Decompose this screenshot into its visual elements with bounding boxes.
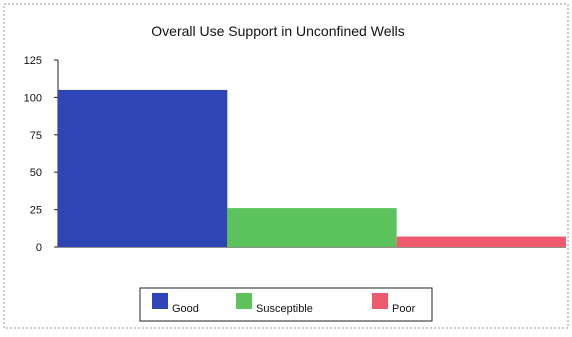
chart-title: Overall Use Support in Unconfined Wells bbox=[151, 23, 404, 39]
y-ticks: 0 25 50 75 100 125 bbox=[24, 55, 58, 254]
bar-good bbox=[58, 89, 228, 247]
y-tick-label: 25 bbox=[30, 205, 42, 217]
legend-label-susceptible: Susceptible bbox=[256, 303, 313, 315]
y-tick-label: 125 bbox=[24, 55, 42, 67]
y-tick-label: 0 bbox=[36, 242, 42, 254]
y-tick-label: 50 bbox=[30, 167, 42, 179]
bars bbox=[58, 89, 566, 247]
y-tick-label: 100 bbox=[24, 92, 42, 104]
legend: Good Susceptible Poor bbox=[152, 293, 416, 315]
legend-label-good: Good bbox=[172, 303, 199, 315]
bar-susceptible bbox=[227, 208, 397, 247]
y-tick-label: 75 bbox=[30, 130, 42, 142]
legend-swatch-susceptible bbox=[236, 293, 252, 309]
chart-border bbox=[3, 3, 569, 329]
legend-label-poor: Poor bbox=[392, 303, 416, 315]
legend-swatch-good bbox=[152, 293, 168, 309]
legend-swatch-poor bbox=[372, 293, 388, 309]
bar-poor bbox=[396, 236, 566, 247]
